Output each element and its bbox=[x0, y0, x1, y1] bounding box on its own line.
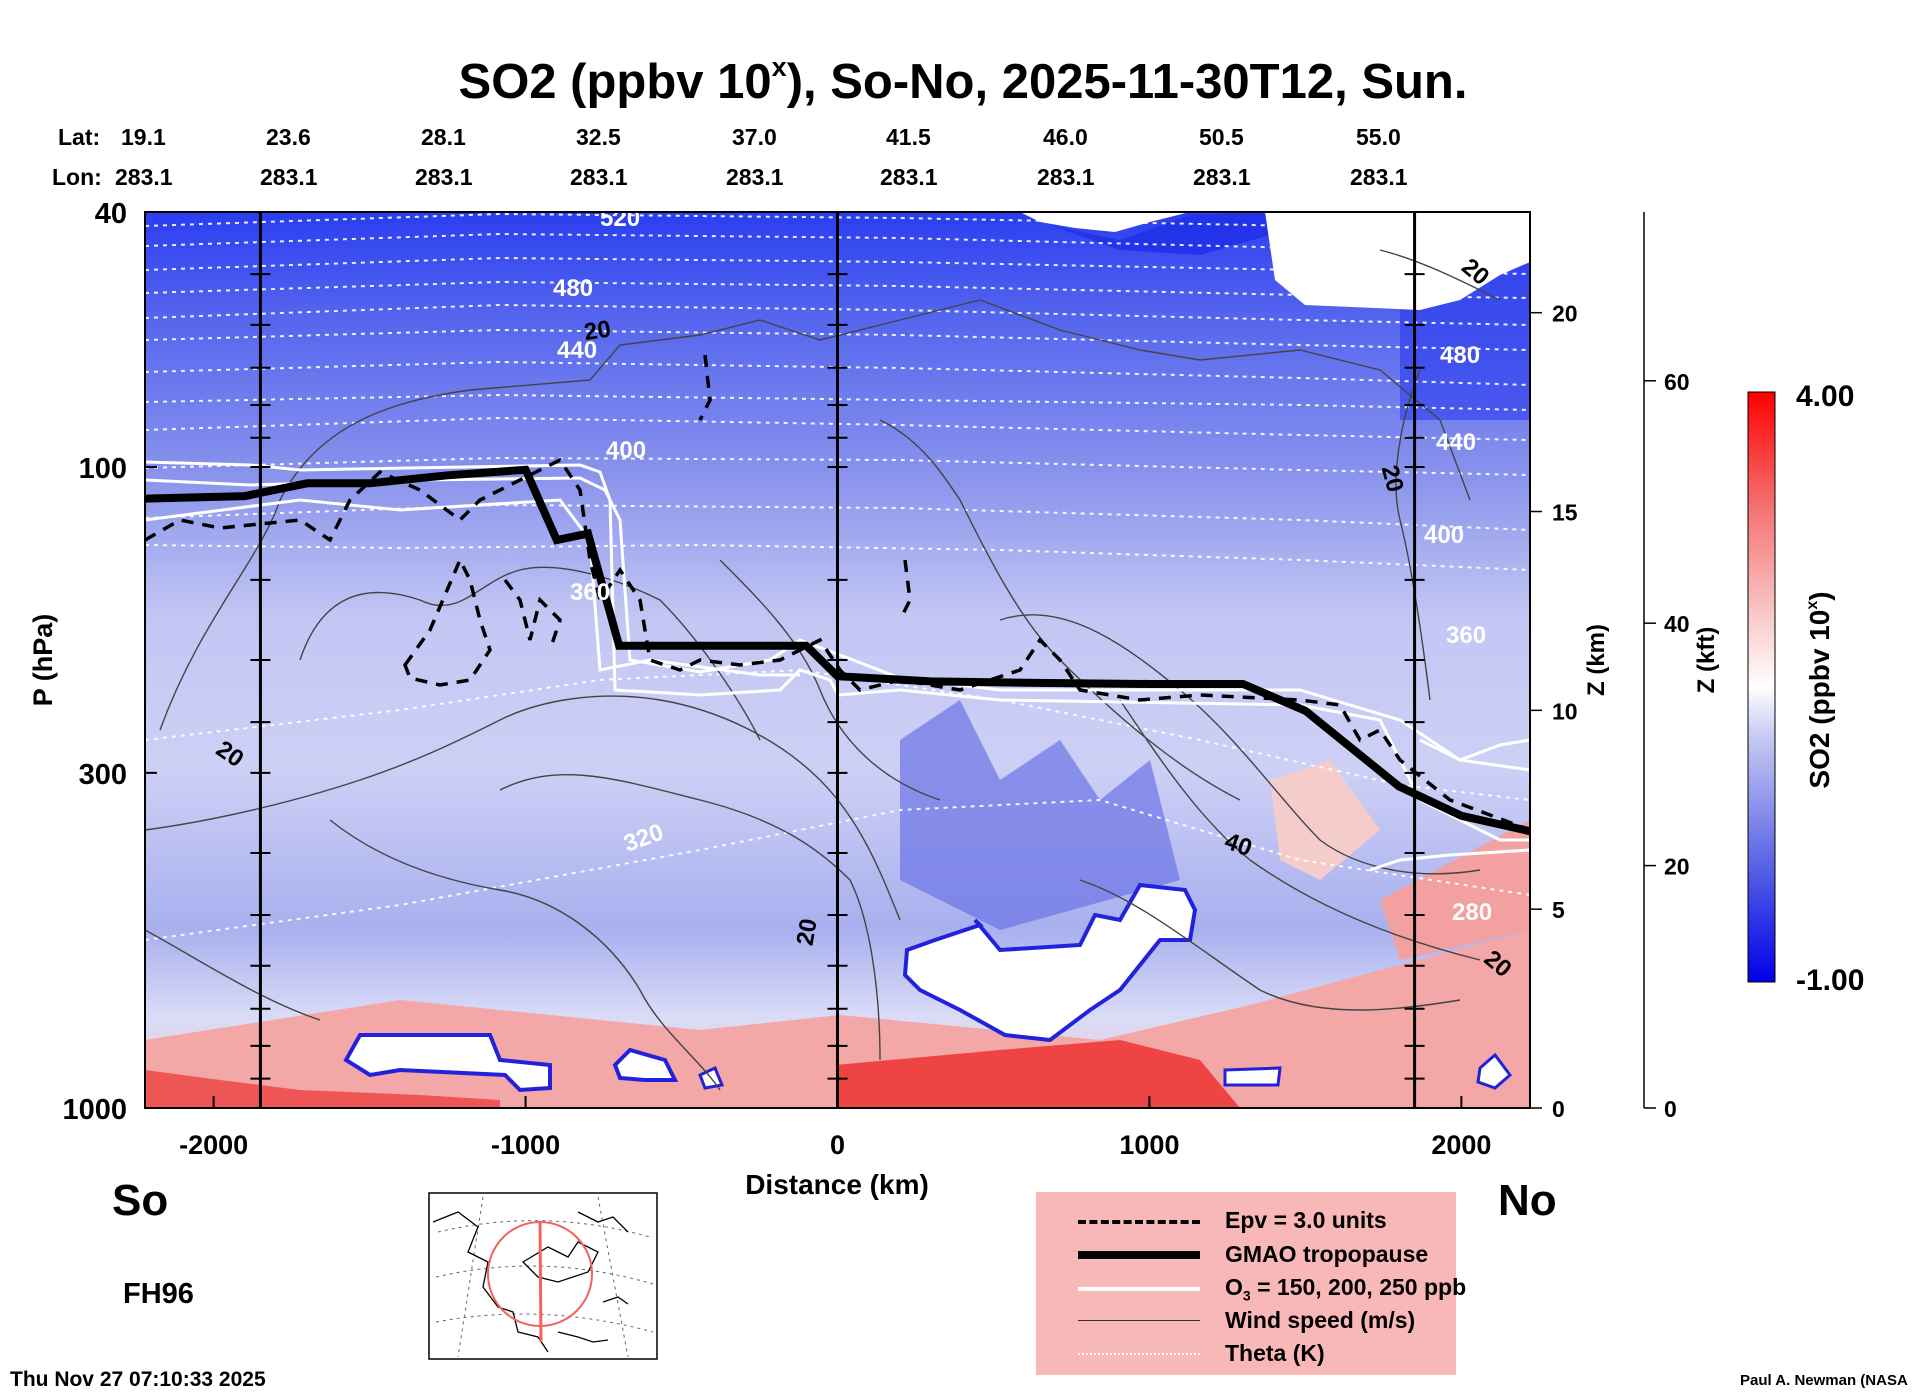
y-tick-label: 1000 bbox=[62, 1094, 127, 1126]
wind-speed-contours bbox=[145, 249, 1501, 1091]
lat-value: 37.0 bbox=[732, 124, 777, 150]
z-km-tick-label: 0 bbox=[1552, 1096, 1565, 1122]
legend-item-theta: Theta (K) bbox=[1036, 1339, 1456, 1369]
theta-label: 360 bbox=[1446, 622, 1486, 649]
lat-value: 23.6 bbox=[266, 124, 311, 150]
x-tick-label: 0 bbox=[830, 1130, 845, 1160]
lat-value: 41.5 bbox=[886, 124, 931, 150]
theta-label: 440 bbox=[557, 337, 597, 364]
z-km-tick-label: 10 bbox=[1552, 698, 1578, 724]
wind-label: 20 bbox=[792, 917, 823, 948]
lon-value: 283.1 bbox=[880, 164, 938, 190]
y-tick-label: 100 bbox=[79, 453, 127, 485]
colorbar-min: -1.00 bbox=[1796, 964, 1864, 997]
south-label: So bbox=[112, 1176, 169, 1225]
legend-item-epv: Epv = 3.0 units bbox=[1036, 1206, 1456, 1236]
x-tick-label: -2000 bbox=[179, 1130, 248, 1160]
lat-value: 28.1 bbox=[421, 124, 466, 150]
gmao-tropopause bbox=[145, 465, 1530, 836]
forecast-hour: FH96 bbox=[123, 1278, 194, 1310]
lon-value: 283.1 bbox=[1350, 164, 1408, 190]
theta-labels: 520 480 440 400 360 480 440 400 360 280 … bbox=[553, 205, 1492, 926]
lat-marker-lines bbox=[250, 212, 1425, 1109]
x-axis-label: Distance (km) bbox=[745, 1169, 929, 1200]
theta-label: 360 bbox=[570, 579, 610, 606]
x-tick-label: -1000 bbox=[491, 1130, 560, 1160]
p-axis: 40 100 300 1000 bbox=[62, 198, 157, 1126]
z-km-axis: 0 5 10 15 20 bbox=[1530, 301, 1578, 1122]
lat-value: 55.0 bbox=[1356, 124, 1401, 150]
lon-value: 283.1 bbox=[260, 164, 318, 190]
lat-label: Lat: bbox=[58, 124, 101, 150]
lon-label: Lon: bbox=[52, 164, 102, 190]
x-tick-label: 1000 bbox=[1119, 1130, 1179, 1160]
z-kft-tick-label: 20 bbox=[1664, 854, 1690, 880]
lon-value: 283.1 bbox=[570, 164, 628, 190]
theta-label: 280 bbox=[1452, 899, 1492, 926]
colorbar-max: 4.00 bbox=[1796, 380, 1854, 413]
z-kft-tick-label: 40 bbox=[1664, 611, 1690, 637]
lon-value: 283.1 bbox=[415, 164, 473, 190]
colorbar bbox=[1747, 391, 1776, 983]
z-kft-label: Z (kft) bbox=[1693, 627, 1720, 694]
x-axis: -2000 -1000 0 1000 2000 bbox=[179, 1096, 1491, 1160]
theta-label: 480 bbox=[553, 275, 593, 302]
inset-map bbox=[428, 1192, 658, 1360]
chart-title: SO2 (ppbv 10x), So-No, 2025-11-30T12, Su… bbox=[458, 52, 1468, 109]
colorbar-label: SO2 (ppbv 10x) bbox=[1804, 591, 1835, 788]
theta-label: 440 bbox=[1436, 429, 1476, 456]
legend-item-ozone: O3 = 150, 200, 250 ppb bbox=[1036, 1273, 1466, 1304]
lat-value: 19.1 bbox=[121, 124, 166, 150]
lat-value: 50.5 bbox=[1199, 124, 1244, 150]
cross-section-track bbox=[538, 1221, 543, 1343]
lat-value: 32.5 bbox=[576, 124, 621, 150]
theta-label: 400 bbox=[606, 437, 646, 464]
credit: Paul A. Newman (NASA bbox=[1740, 1372, 1908, 1389]
theta-label: 480 bbox=[1440, 342, 1480, 369]
lon-value: 283.1 bbox=[115, 164, 173, 190]
x-tick-label: 2000 bbox=[1431, 1130, 1491, 1160]
z-km-tick-label: 15 bbox=[1552, 500, 1578, 526]
z-kft-tick-label: 60 bbox=[1664, 369, 1690, 395]
timestamp: Thu Nov 27 07:10:33 2025 bbox=[10, 1368, 266, 1391]
z-km-label: Z (km) bbox=[1583, 624, 1610, 696]
legend-item-wind: Wind speed (m/s) bbox=[1036, 1306, 1456, 1336]
lon-value: 283.1 bbox=[1037, 164, 1095, 190]
z-km-tick-label: 20 bbox=[1552, 301, 1578, 327]
z-kft-tick-label: 0 bbox=[1664, 1096, 1677, 1122]
y-tick-label: 300 bbox=[79, 759, 127, 791]
y-axis-label: P (hPa) bbox=[28, 614, 58, 707]
lat-value: 46.0 bbox=[1043, 124, 1088, 150]
lon-value: 283.1 bbox=[1193, 164, 1251, 190]
lon-value: 283.1 bbox=[726, 164, 784, 190]
legend: Epv = 3.0 units GMAO tropopause O3 = 150… bbox=[1036, 1192, 1466, 1375]
theta-label: 520 bbox=[600, 205, 640, 232]
wind-label: 20 bbox=[582, 316, 612, 346]
z-km-tick-label: 5 bbox=[1552, 897, 1565, 923]
y-tick-label: 40 bbox=[95, 198, 127, 230]
legend-item-tropopause: GMAO tropopause bbox=[1036, 1240, 1456, 1270]
north-label: No bbox=[1498, 1176, 1557, 1225]
z-kft-axis: 0 20 40 60 bbox=[1643, 212, 1690, 1122]
theta-label: 400 bbox=[1424, 522, 1464, 549]
coastline bbox=[432, 1211, 629, 1353]
